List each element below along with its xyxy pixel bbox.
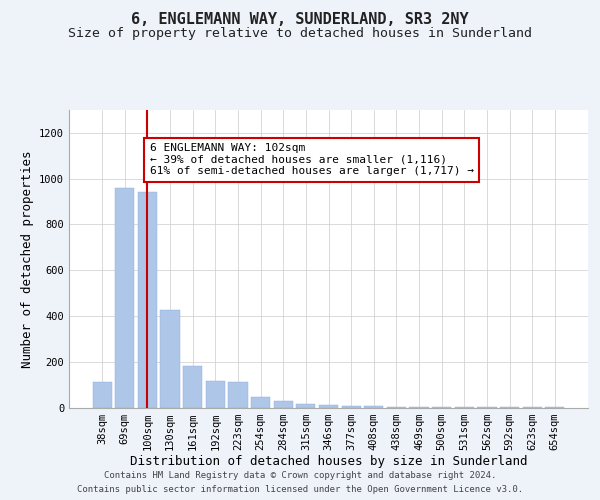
Bar [229, 382, 248, 407]
Bar [296, 404, 316, 407]
Text: Contains public sector information licensed under the Open Government Licence v3: Contains public sector information licen… [77, 485, 523, 494]
Text: Contains HM Land Registry data © Crown copyright and database right 2024.: Contains HM Land Registry data © Crown c… [104, 471, 496, 480]
Bar [364, 406, 383, 408]
Bar [115, 188, 134, 408]
Bar [274, 401, 293, 407]
X-axis label: Distribution of detached houses by size in Sunderland: Distribution of detached houses by size … [130, 456, 527, 468]
Bar [206, 381, 225, 407]
Bar [160, 310, 180, 408]
Bar [409, 407, 428, 408]
Bar [387, 407, 406, 408]
Bar [319, 405, 338, 407]
Bar [183, 366, 202, 408]
Bar [251, 397, 270, 407]
Bar [138, 192, 157, 408]
Bar [92, 382, 112, 407]
Text: 6, ENGLEMANN WAY, SUNDERLAND, SR3 2NY: 6, ENGLEMANN WAY, SUNDERLAND, SR3 2NY [131, 12, 469, 28]
Y-axis label: Number of detached properties: Number of detached properties [20, 150, 34, 368]
Text: Size of property relative to detached houses in Sunderland: Size of property relative to detached ho… [68, 28, 532, 40]
Text: 6 ENGLEMANN WAY: 102sqm
← 39% of detached houses are smaller (1,116)
61% of semi: 6 ENGLEMANN WAY: 102sqm ← 39% of detache… [150, 143, 474, 176]
Bar [341, 406, 361, 407]
